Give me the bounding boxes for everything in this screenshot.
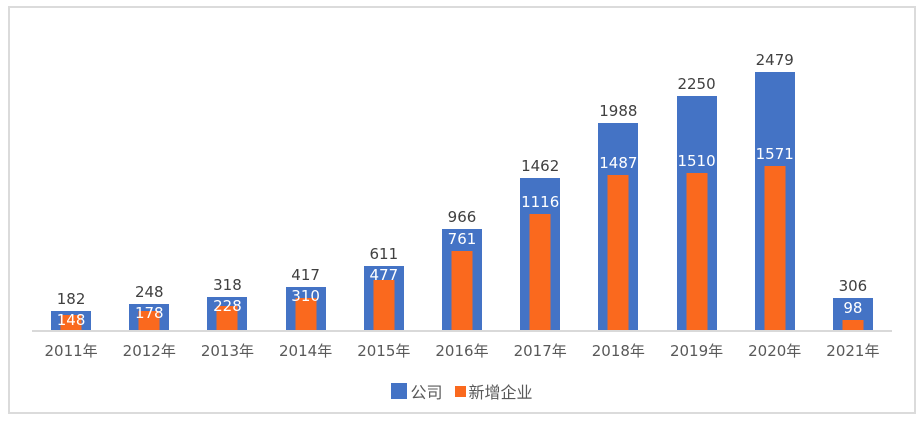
value-label-company: 611 [369, 245, 399, 263]
value-label-new-enterprises: 310 [291, 287, 320, 305]
legend-item-company[interactable]: 公司 [391, 379, 443, 403]
value-label-new-enterprises: 178 [134, 304, 164, 322]
value-label-company: 966 [447, 208, 477, 226]
bar-new-enterprises [216, 306, 238, 330]
value-label-new-enterprises: 228 [213, 297, 242, 315]
plot-area: 182 148 248 178 318 228 417 310 611 477 966 761 1462… [32, 50, 892, 332]
value-label-company: 2479 [755, 51, 794, 69]
x-tick-label: 2016年 [435, 342, 489, 360]
bar-group: 417 310 [267, 50, 345, 330]
legend-swatch-new-enterprises [454, 385, 466, 397]
value-label-new-enterprises: 1510 [677, 152, 716, 170]
value-label-company: 182 [56, 290, 86, 308]
bar-group: 248 178 [110, 50, 188, 330]
legend-label-new-enterprises: 新增企业 [468, 383, 533, 402]
value-label-company: 1462 [521, 157, 560, 175]
x-tick-label: 2018年 [591, 342, 645, 360]
legend-label-company: 公司 [410, 383, 443, 402]
value-label-company: 248 [134, 283, 164, 301]
value-label-company: 2250 [677, 75, 716, 93]
bar-new-enterprises [451, 251, 473, 330]
bar-group: 306 98 [814, 50, 892, 330]
x-tick-label: 2015年 [357, 342, 411, 360]
x-tick-label: 2014年 [279, 342, 333, 360]
value-label-new-enterprises: 1487 [599, 154, 638, 172]
legend-item-new-enterprises[interactable]: 新增企业 [454, 379, 533, 403]
bar-group: 2479 1571 [736, 50, 814, 330]
bar-group: 182 148 [32, 50, 110, 330]
legend-swatch-company [391, 383, 408, 399]
bar-group: 2250 1510 [657, 50, 735, 330]
bar-new-enterprises [138, 311, 160, 330]
value-label-new-enterprises: 1571 [755, 145, 794, 163]
value-label-company: 306 [838, 277, 868, 295]
bar-new-enterprises [764, 166, 786, 330]
value-label-new-enterprises: 98 [843, 299, 863, 317]
x-tick-label: 2021年 [826, 342, 880, 360]
bar-group: 1988 1487 [579, 50, 657, 330]
value-label-new-enterprises: 148 [56, 311, 86, 329]
bar-group: 966 761 [423, 50, 501, 330]
value-label-new-enterprises: 761 [447, 230, 477, 248]
x-tick-label: 2012年 [122, 342, 176, 360]
bar-new-enterprises [607, 175, 629, 330]
bar-new-enterprises [295, 298, 317, 330]
bar-new-enterprises [842, 320, 864, 330]
x-tick-label: 2011年 [44, 342, 98, 360]
x-tick-label: 2019年 [669, 342, 724, 360]
value-label-company: 1988 [599, 102, 638, 120]
x-tick-label: 2017年 [513, 342, 567, 360]
x-tick-label: 2013年 [200, 342, 255, 360]
value-label-new-enterprises: 477 [369, 266, 399, 284]
bar-new-enterprises [373, 280, 395, 330]
bar-new-enterprises [686, 173, 708, 330]
x-axis-labels: 2011年 2012年 2013年 2014年 2015年 2016年 2017年 2018年… [32, 340, 892, 362]
value-label-company: 318 [213, 276, 242, 294]
x-tick-label: 2020年 [748, 342, 802, 360]
value-label-new-enterprises: 1116 [521, 193, 560, 211]
bar-group: 318 228 [188, 50, 266, 330]
bar-new-enterprises [60, 315, 82, 330]
bar-group: 1462 1116 [501, 50, 579, 330]
legend: 公司 新增企业 [0, 379, 924, 403]
value-label-company: 417 [291, 266, 320, 284]
bar-group: 611 477 [345, 50, 423, 330]
bar-new-enterprises [529, 214, 551, 330]
